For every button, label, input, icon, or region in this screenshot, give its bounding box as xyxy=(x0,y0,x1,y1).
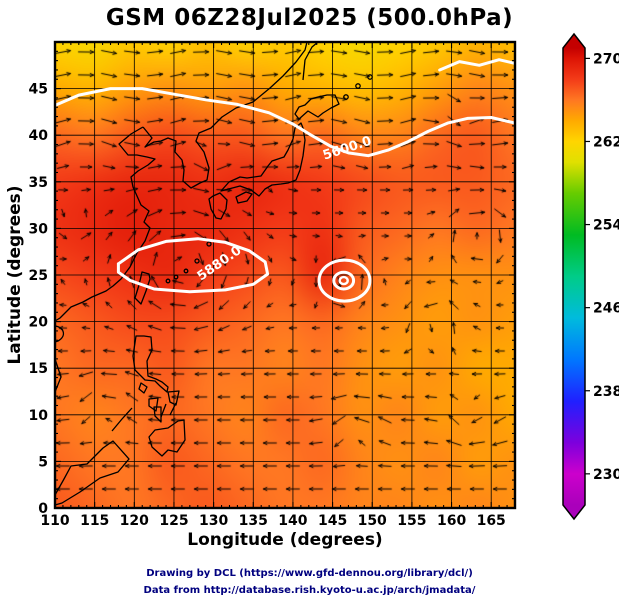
x-tick-label: 155 xyxy=(397,513,426,529)
y-tick-label: 5 xyxy=(38,454,48,470)
x-tick-label: 130 xyxy=(199,513,228,529)
y-tick-label: 35 xyxy=(29,175,48,191)
credit-line-data-source: Data from http://database.rish.kyoto-u.a… xyxy=(143,585,476,596)
x-tick-label: 140 xyxy=(278,513,307,529)
x-tick-label: 150 xyxy=(358,513,387,529)
x-tick-label: 145 xyxy=(318,513,347,529)
colorbar-tick-label: 262 xyxy=(593,135,619,151)
colorbar-tick-label: 238 xyxy=(593,384,619,400)
x-tick-label: 115 xyxy=(80,513,109,529)
y-tick-label: 0 xyxy=(38,501,48,517)
y-tick-label: 25 xyxy=(29,268,48,284)
x-tick-label: 125 xyxy=(159,513,188,529)
y-tick-label: 20 xyxy=(29,315,49,331)
x-tick-label: 165 xyxy=(477,513,506,529)
temperature-field-canvas xyxy=(55,42,515,508)
y-tick-label: 45 xyxy=(29,82,48,98)
colorbar-tick-label: 254 xyxy=(593,218,619,234)
y-axis-title: Latitude (degrees) xyxy=(5,185,25,365)
y-tick-label: 30 xyxy=(29,221,49,237)
x-tick-label: 110 xyxy=(40,513,69,529)
x-tick-label: 135 xyxy=(239,513,268,529)
y-tick-label: 40 xyxy=(29,128,49,144)
colorbar: 230 238 246 254 262 270 xyxy=(562,32,619,521)
credit-line-dcl: Drawing by DCL (https://www.gfd-dennou.o… xyxy=(146,568,473,579)
x-axis-title: Longitude (degrees) xyxy=(187,530,383,550)
colorbar-tick-label: 230 xyxy=(593,467,619,483)
x-tick-label: 160 xyxy=(437,513,466,529)
chart-title: GSM 06Z28Jul2025 (500.0hPa) xyxy=(105,5,514,31)
y-tick-label: 10 xyxy=(29,408,49,424)
colorbar-tick-label: 270 xyxy=(593,51,619,67)
x-tick-label: 120 xyxy=(120,513,149,529)
colorbar-bar xyxy=(562,32,586,521)
y-tick-label: 15 xyxy=(29,361,48,377)
colorbar-tick-label: 246 xyxy=(593,301,619,317)
